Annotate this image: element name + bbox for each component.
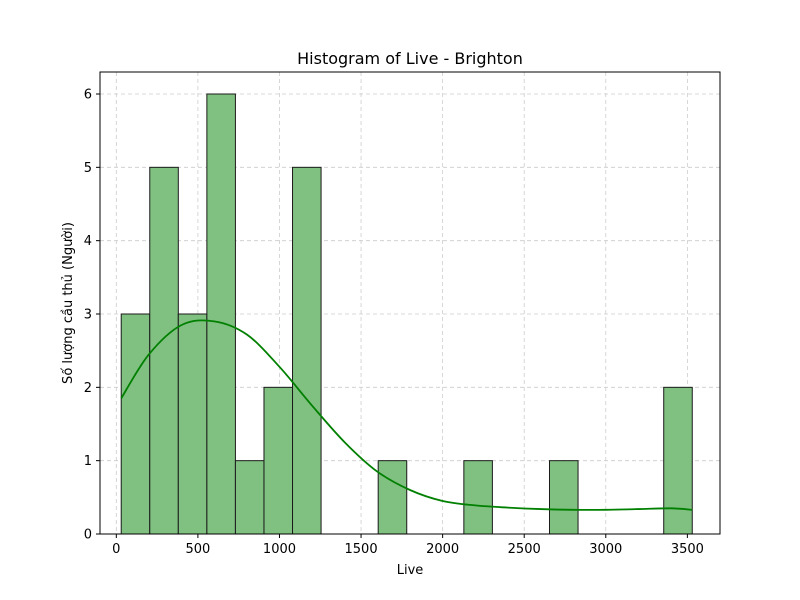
x-tick-label: 0: [112, 542, 120, 557]
histogram-bar: [120, 313, 151, 535]
y-axis-label: Số lượng cầu thủ (Người): [61, 222, 76, 384]
y-tick-label: 6: [84, 88, 92, 103]
chart-title: Histogram of Live - Brighton: [297, 49, 523, 68]
histogram-bar: [206, 93, 236, 535]
x-axis-label: Live: [397, 563, 424, 578]
x-tick-label: 2500: [508, 542, 541, 557]
histogram-bar: [263, 386, 294, 535]
y-tick-label: 3: [84, 308, 92, 323]
x-tick-label: 1500: [345, 542, 378, 557]
kde-line: [120, 319, 693, 511]
x-tick-label: 1000: [263, 542, 296, 557]
x-tick-label: 3500: [671, 542, 704, 557]
histogram-bar: [463, 460, 493, 535]
histogram-bar: [549, 460, 579, 535]
kde-curve: [120, 319, 693, 511]
x-tick-label: 500: [185, 542, 210, 557]
grid-lines: [100, 72, 720, 535]
histogram-bar: [234, 460, 265, 535]
y-tick-label: 0: [84, 528, 92, 543]
y-tick-label: 2: [84, 381, 92, 396]
y-tick-label: 5: [84, 161, 92, 176]
histogram-bar: [663, 386, 693, 535]
y-axis-ticks: 0 1 2 3 4 5 6: [84, 88, 100, 543]
x-axis-ticks: 0 500 1000 1500 2000 2500 3000 3500: [112, 534, 704, 557]
histogram-bar: [377, 460, 408, 535]
histogram-bar: [149, 166, 179, 535]
x-tick-label: 3000: [589, 542, 622, 557]
histogram-bars: [120, 93, 693, 535]
y-tick-label: 1: [84, 454, 92, 469]
x-tick-label: 2000: [426, 542, 459, 557]
y-tick-label: 4: [84, 234, 92, 249]
histogram-bar: [177, 313, 208, 535]
histogram-bar: [292, 166, 322, 535]
plot-area-frame: [99, 71, 721, 535]
